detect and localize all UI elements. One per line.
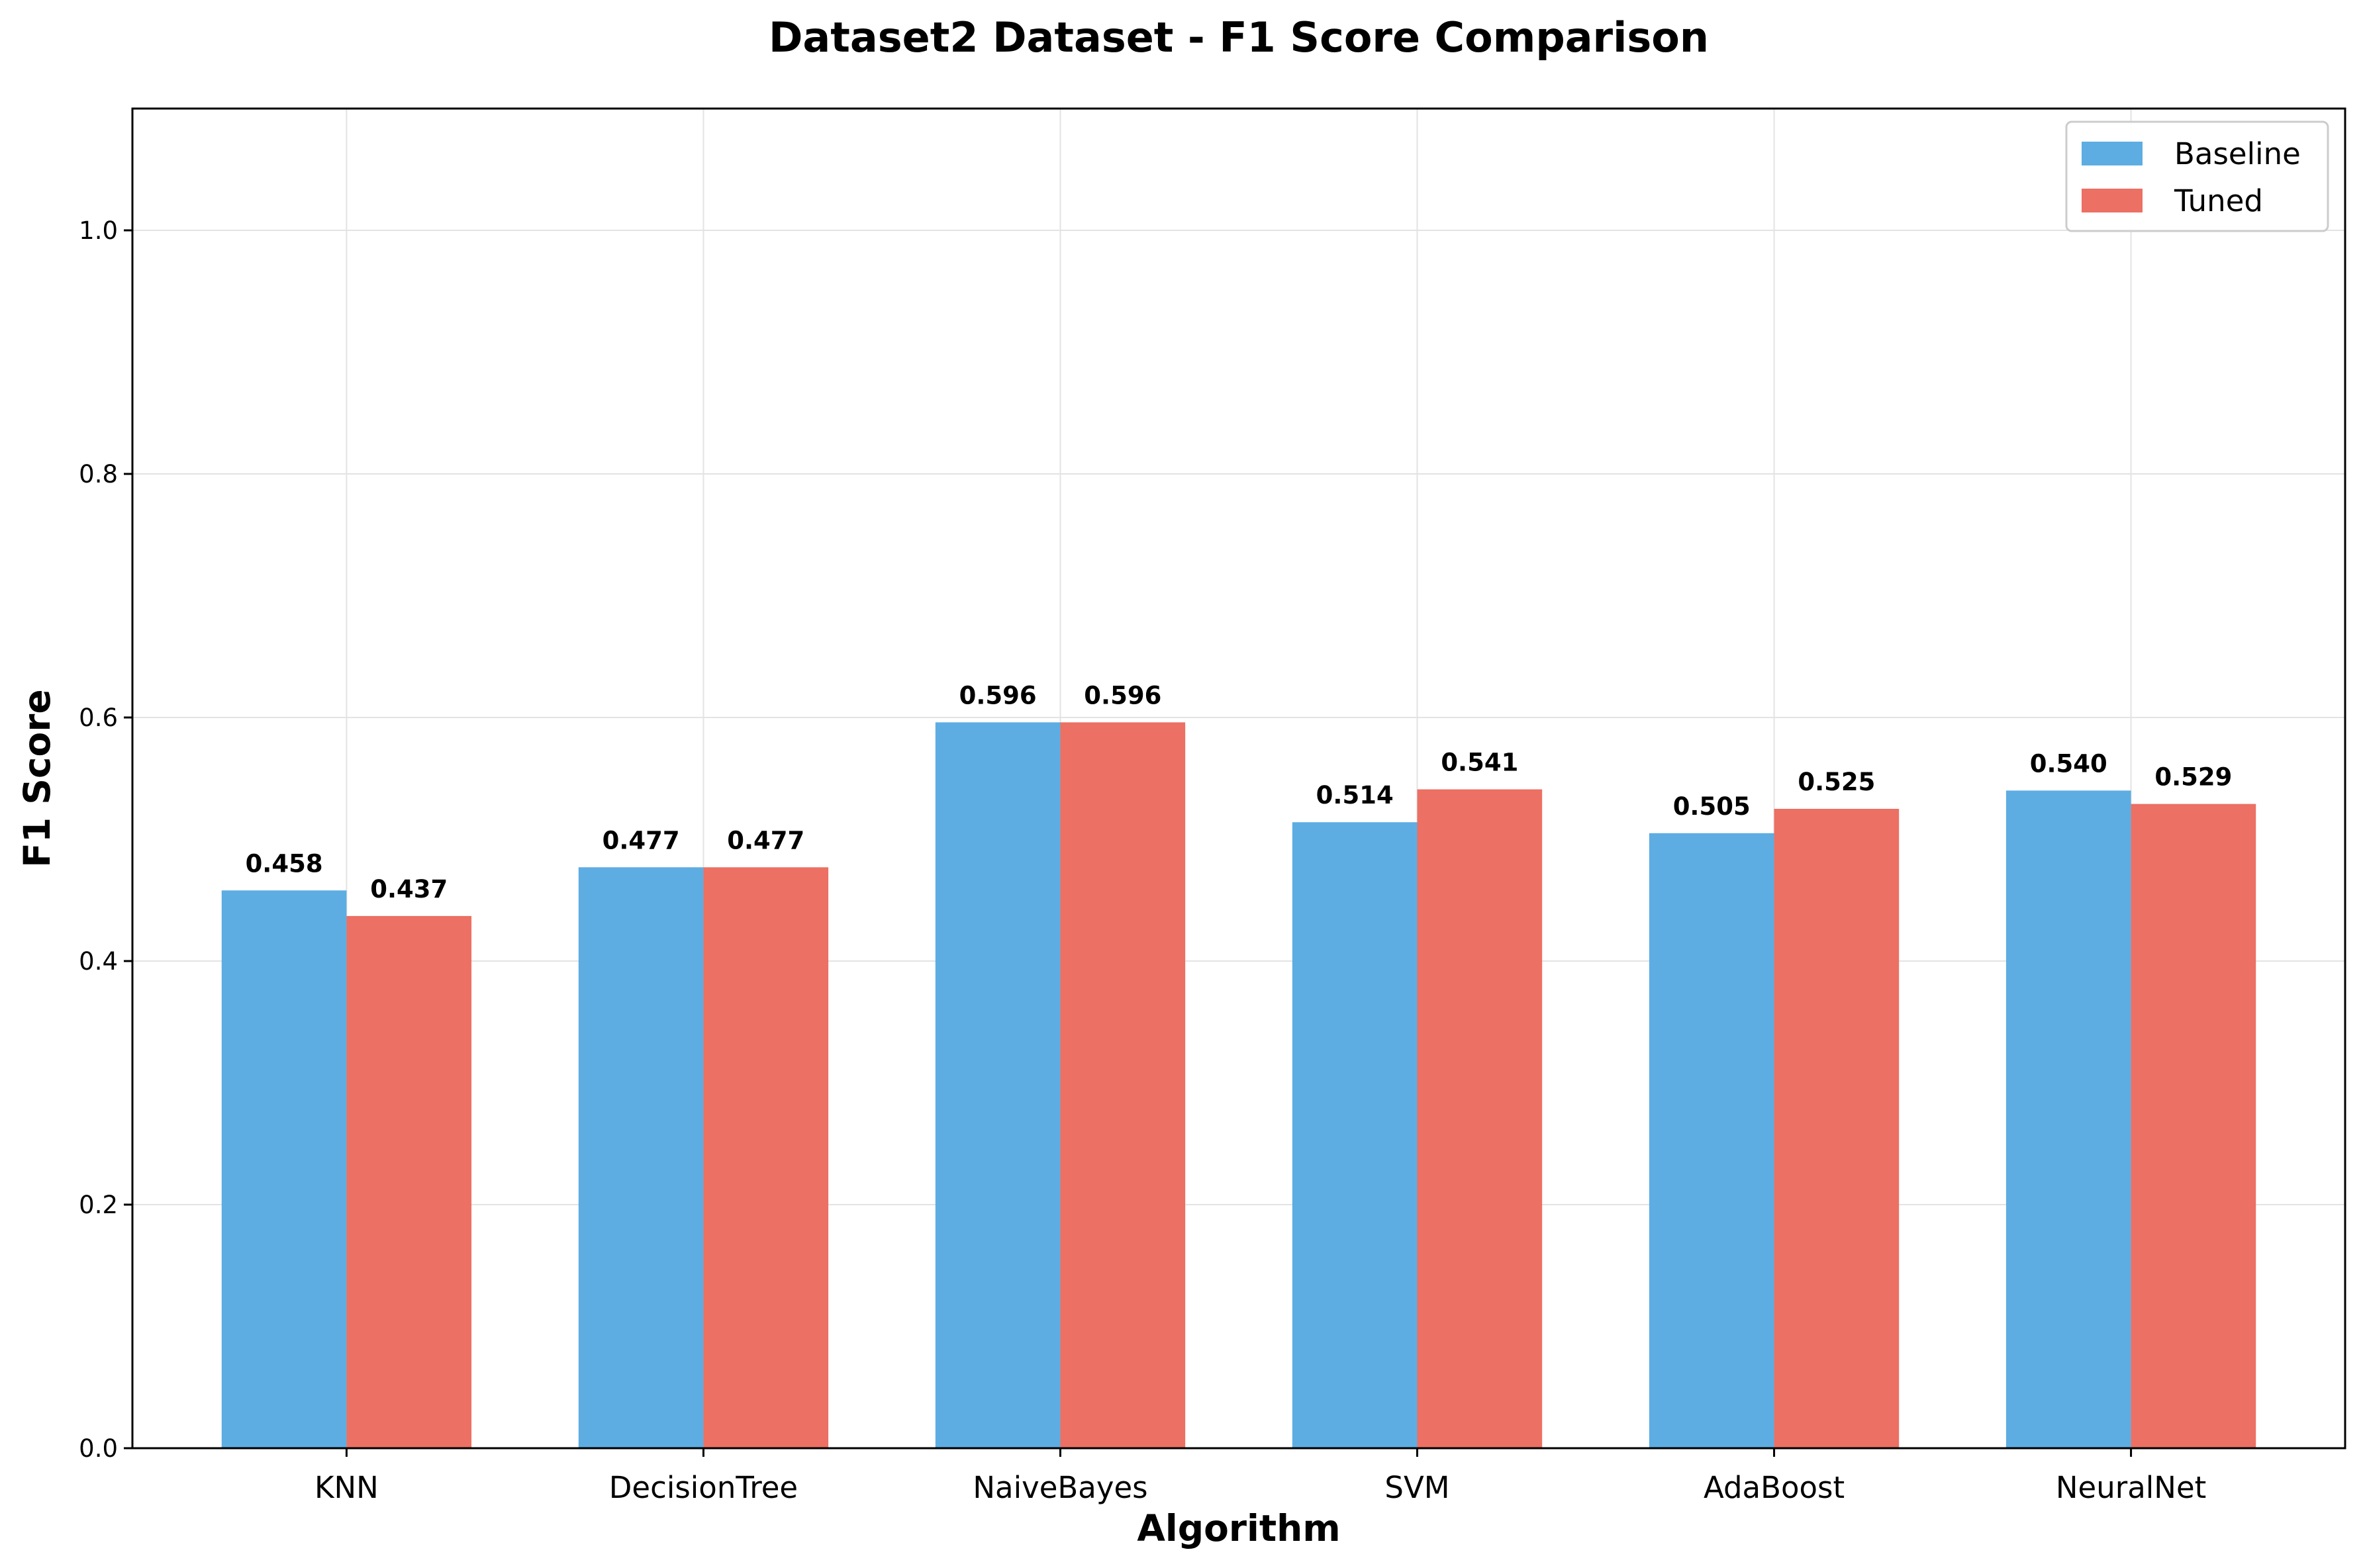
bar-tuned-decisiontree bbox=[703, 867, 829, 1448]
bar-baseline-naivebayes bbox=[935, 722, 1061, 1448]
value-label: 0.596 bbox=[1084, 681, 1161, 710]
legend-swatch-tuned bbox=[2082, 189, 2143, 212]
bar-tuned-knn bbox=[346, 915, 472, 1448]
chart-title: Dataset2 Dataset - F1 Score Comparison bbox=[769, 13, 1709, 62]
value-label: 0.477 bbox=[603, 826, 680, 854]
value-label: 0.458 bbox=[246, 849, 323, 878]
value-label: 0.477 bbox=[727, 826, 804, 854]
value-label: 0.541 bbox=[1441, 749, 1518, 777]
x-tick-label: NaiveBayes bbox=[973, 1470, 1147, 1505]
bar-baseline-decisiontree bbox=[578, 867, 704, 1448]
value-label: 0.596 bbox=[959, 681, 1037, 710]
y-tick-label: 1.0 bbox=[79, 216, 118, 245]
y-tick-label: 0.6 bbox=[79, 704, 118, 732]
value-label: 0.540 bbox=[2030, 749, 2107, 778]
axis-ticks bbox=[124, 229, 2133, 1457]
value-label: 0.529 bbox=[2154, 763, 2232, 792]
x-tick-label: AdaBoost bbox=[1704, 1470, 1845, 1505]
legend-label-tuned: Tuned bbox=[2174, 183, 2263, 218]
bar-tuned-neuralnet bbox=[2131, 804, 2256, 1448]
y-tick-label: 0.2 bbox=[79, 1191, 118, 1219]
value-labels: 0.458 0.477 0.596 0.514 0.505 0.540 0.437 0.477… bbox=[246, 681, 2233, 903]
plot-frame bbox=[131, 107, 2346, 1450]
x-tick-label: SVM bbox=[1384, 1470, 1449, 1505]
bar-baseline-svm bbox=[1292, 822, 1418, 1448]
legend-swatch-baseline bbox=[2082, 142, 2143, 165]
legend-label-baseline: Baseline bbox=[2174, 136, 2301, 171]
value-label: 0.505 bbox=[1673, 792, 1751, 821]
bars bbox=[221, 722, 2256, 1448]
bar-baseline-adaboost bbox=[1649, 833, 1774, 1448]
y-axis-label: F1 Score bbox=[16, 689, 58, 867]
bar-tuned-svm bbox=[1417, 789, 1543, 1448]
bar-tuned-adaboost bbox=[1774, 809, 1900, 1448]
x-tick-label: NeuralNet bbox=[2056, 1470, 2206, 1505]
y-tick-label: 0.4 bbox=[79, 947, 118, 976]
value-label: 0.437 bbox=[370, 875, 448, 903]
bar-tuned-naivebayes bbox=[1060, 722, 1186, 1448]
x-tick-label: KNN bbox=[314, 1470, 379, 1505]
x-tick-label: DecisionTree bbox=[609, 1470, 798, 1505]
y-tick-label: 0.0 bbox=[79, 1434, 118, 1463]
x-tick-labels: KNN DecisionTree NaiveBayes SVM AdaBoost Neur… bbox=[314, 1470, 2206, 1505]
legend: Baseline Tuned bbox=[2065, 120, 2329, 232]
bar-baseline-knn bbox=[221, 890, 347, 1448]
value-label: 0.514 bbox=[1316, 781, 1394, 809]
value-label: 0.525 bbox=[1798, 768, 1875, 796]
y-tick-labels: 0.0 0.2 0.4 0.6 0.8 1.0 bbox=[79, 216, 118, 1463]
x-axis-label: Algorithm bbox=[1137, 1507, 1340, 1549]
bar-baseline-neuralnet bbox=[2005, 790, 2131, 1448]
y-tick-label: 0.8 bbox=[79, 460, 118, 488]
